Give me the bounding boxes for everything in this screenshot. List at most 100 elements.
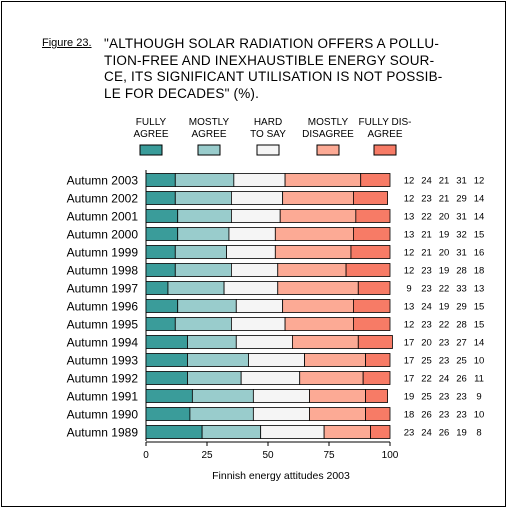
bar-segment xyxy=(304,353,367,367)
legend-label: MOSTLY xyxy=(189,117,230,128)
bar-segment xyxy=(233,173,286,187)
value-label: 15 xyxy=(474,302,485,313)
bar-segment xyxy=(145,353,188,367)
bar-segment xyxy=(240,371,301,385)
value-label: 25 xyxy=(456,356,467,367)
bar-segment xyxy=(174,173,235,187)
bar-segment xyxy=(282,299,354,313)
bar-segment xyxy=(277,281,359,295)
value-label: 19 xyxy=(439,230,450,241)
value-label: 21 xyxy=(439,176,450,187)
bar-segment xyxy=(355,209,391,223)
x-axis-label: Finnish energy attitudes 2003 xyxy=(212,470,350,482)
value-label: 13 xyxy=(404,302,415,313)
value-label: 26 xyxy=(439,428,450,439)
category-label: Autumn 1989 xyxy=(67,426,139,440)
category-label: Autumn 2002 xyxy=(67,192,139,206)
value-label: 31 xyxy=(456,248,467,259)
value-label: 21 xyxy=(439,194,450,205)
bar-segment xyxy=(145,425,203,439)
bar-segment xyxy=(235,335,293,349)
value-label: 23 xyxy=(439,338,450,349)
value-label: 14 xyxy=(474,338,485,349)
bar-segment xyxy=(274,227,354,241)
value-label: 25 xyxy=(421,392,432,403)
category-label: Autumn 1993 xyxy=(67,354,139,368)
category-label: Autumn 1999 xyxy=(67,246,139,260)
bar-segment xyxy=(230,209,281,223)
bar-segment xyxy=(177,209,232,223)
value-label: 22 xyxy=(421,212,432,223)
title-line: LE FOR DECADES" (%). xyxy=(104,85,260,101)
bar-segment xyxy=(323,425,371,439)
value-label: 12 xyxy=(404,194,415,205)
category-label: Autumn 2001 xyxy=(67,210,139,224)
value-label: 23 xyxy=(456,392,467,403)
bar-segment xyxy=(174,191,232,205)
legend-label: HARD xyxy=(254,117,282,128)
bar-segment xyxy=(145,335,188,349)
bar-segment xyxy=(352,227,391,241)
bar-segment xyxy=(189,407,254,421)
bar-segment xyxy=(252,407,310,421)
legend-swatch xyxy=(373,144,397,156)
bar-segment xyxy=(187,335,237,349)
bar-segment xyxy=(167,281,225,295)
bar-segment xyxy=(145,227,179,241)
legend-label: AGREE xyxy=(133,129,168,140)
category-label: Autumn 1992 xyxy=(67,372,139,386)
bar-segment xyxy=(230,263,279,277)
x-tick-label: 100 xyxy=(382,450,399,461)
value-label: 21 xyxy=(421,230,432,241)
category-label: Autumn 2003 xyxy=(67,174,139,188)
bar-segment xyxy=(177,227,230,241)
value-label: 33 xyxy=(456,284,467,295)
value-label: 24 xyxy=(439,374,450,385)
value-label: 23 xyxy=(439,392,450,403)
bar-segment xyxy=(145,263,176,277)
value-label: 18 xyxy=(404,410,415,421)
bar-segment xyxy=(260,425,325,439)
value-label: 26 xyxy=(421,410,432,421)
value-label: 26 xyxy=(456,374,467,385)
title-line: CE, ITS SIGNIFICANT UTILISATION IS NOT P… xyxy=(104,69,443,84)
bar-segment xyxy=(248,353,305,367)
value-label: 20 xyxy=(439,248,450,259)
value-label: 19 xyxy=(456,428,467,439)
value-label: 8 xyxy=(476,428,481,439)
title-line: "ALTHOUGH SOLAR RADIATION OFFERS A POLLU… xyxy=(104,36,440,51)
value-label: 17 xyxy=(404,374,415,385)
bar-segment xyxy=(145,389,193,403)
value-label: 9 xyxy=(476,392,481,403)
bar-segment xyxy=(352,299,391,313)
bar-segment xyxy=(174,317,232,331)
value-label: 21 xyxy=(421,248,432,259)
category-label: Autumn 1998 xyxy=(67,264,139,278)
bar-segment xyxy=(145,317,176,331)
value-label: 10 xyxy=(474,410,485,421)
value-label: 22 xyxy=(439,320,450,331)
value-label: 29 xyxy=(456,194,467,205)
value-label: 12 xyxy=(404,266,415,277)
value-label: 24 xyxy=(421,428,432,439)
legend-label: FULLY xyxy=(136,117,167,128)
bar-segment xyxy=(357,281,391,295)
value-label: 28 xyxy=(456,266,467,277)
bar-segment xyxy=(299,371,364,385)
value-label: 27 xyxy=(456,338,467,349)
value-label: 20 xyxy=(421,338,432,349)
bar-segment xyxy=(284,173,362,187)
value-label: 14 xyxy=(474,194,485,205)
value-label: 24 xyxy=(421,176,432,187)
value-label: 31 xyxy=(456,212,467,223)
legend-swatch xyxy=(197,144,221,156)
value-label: 12 xyxy=(404,176,415,187)
value-label: 12 xyxy=(404,248,415,259)
value-label: 13 xyxy=(404,212,415,223)
x-tick-label: 50 xyxy=(262,450,274,461)
value-label: 23 xyxy=(421,284,432,295)
bar-segment xyxy=(145,407,191,421)
bar-segment xyxy=(187,371,242,385)
